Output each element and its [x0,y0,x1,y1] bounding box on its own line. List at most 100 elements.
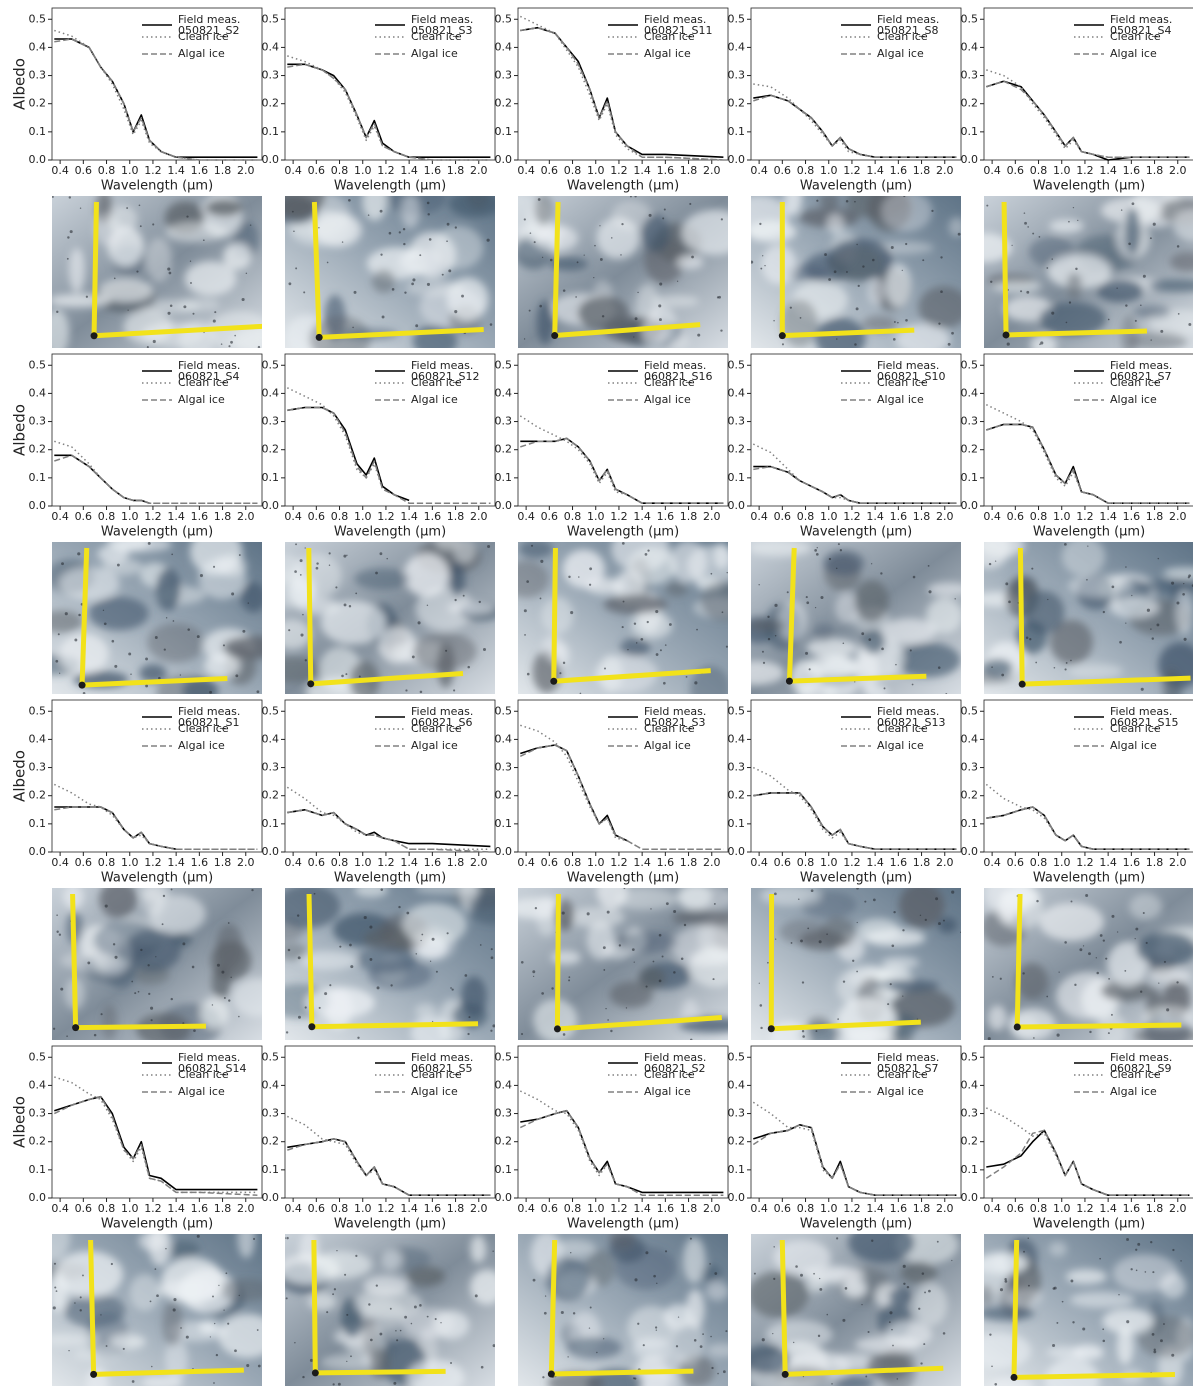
debris [58,933,62,936]
series-line [752,1124,957,1196]
legend-label: Algal ice [644,393,691,406]
debris [1125,566,1127,568]
legend-sample: 060821_S2 [644,1062,705,1075]
debris [1089,1030,1092,1034]
debris [603,1338,605,1340]
x-tick-label: 0.8 [797,1202,815,1215]
chart: 0.00.10.20.30.40.50.4 0.6 0.8 1.0 1.2 1.4 1.6 1… [728,1045,962,1232]
debris [520,1033,524,1036]
x-tick-label: 1.2 [843,1202,861,1215]
series-line [519,1090,724,1196]
series-line [286,387,491,504]
y-tick-label: 0.2 [961,97,979,110]
ice-blob [1007,1288,1043,1306]
series-line [54,1076,258,1194]
legend-label: Algal ice [1110,47,1157,60]
debris [193,1029,196,1032]
debris [691,255,694,259]
debris [751,260,754,264]
debris [1183,637,1187,641]
legend-label: Algal ice [178,1085,225,1098]
ice-blob [435,542,461,551]
debris [74,638,78,642]
ice-blob [984,542,1025,558]
debris [999,977,1002,980]
debris [621,223,624,226]
debris [954,598,956,600]
debris [147,542,151,545]
ice-blob [107,542,150,553]
debris [867,1330,870,1334]
x-tick-label: 1.4 [167,1202,185,1215]
legend-label: Algal ice [877,1085,924,1098]
ruler-joint [307,680,315,688]
x-tick-label: 1.0 [1053,510,1071,523]
debris [924,1291,926,1294]
debris [810,889,814,893]
debris [988,562,992,566]
photo [984,542,1193,694]
legend-sample: 060821_S4 [178,370,239,383]
debris [79,207,82,209]
chart: 0.00.10.20.30.40.50.4 0.6 0.8 1.0 1.2 1.4 1.6 1… [262,699,496,886]
debris [991,666,993,668]
y-tick-label: 0.2 [961,443,979,456]
series-line [753,465,957,504]
debris [532,1278,536,1282]
photo-content [52,542,262,694]
ice-blob [1030,334,1057,348]
debris [568,979,571,982]
x-tick-label: 2.0 [470,1202,488,1215]
debris [842,642,845,645]
ice-blob [862,315,897,332]
debris [694,681,698,685]
x-tick-label: 1.6 [191,1202,209,1215]
debris [1176,601,1180,605]
debris [862,265,865,268]
ice-blob [178,297,221,312]
debris [128,652,132,656]
y-tick-label: 0.4 [262,386,280,399]
debris [588,583,592,586]
y-tick-label: 0.1 [961,125,979,138]
debris [415,953,418,955]
debris [603,969,606,971]
debris [1130,1268,1133,1271]
x-tick-label: 0.4 [51,164,69,177]
y-tick-label: 0.5 [262,1050,280,1063]
debris [285,1237,286,1239]
debris [870,563,873,565]
series-line [54,38,258,158]
x-tick-label: 0.4 [750,164,768,177]
debris [429,960,432,962]
x-axis-label: Wavelength (μm) [567,871,679,886]
photo [518,542,728,694]
series-line [519,744,724,850]
x-axis-label: Wavelength (μm) [334,179,446,194]
debris [415,324,419,328]
ice-blob [751,220,797,243]
y-tick-label: 0.1 [495,817,513,830]
debris [349,943,352,947]
y-tick-label: 0.0 [495,499,513,512]
debris [896,1378,899,1380]
ruler [548,1239,558,1375]
ice-blob [997,889,1018,924]
x-tick-label: 1.8 [447,164,465,177]
ice-blob [99,888,137,919]
debris [646,620,649,624]
debris [601,315,605,318]
ice-blob [535,895,558,937]
debris [379,1332,383,1336]
ice-blob [815,317,866,348]
y-tick-label: 0.4 [29,1078,47,1091]
series-line [985,1107,1190,1196]
debris [912,575,916,579]
y-tick-label: 0.2 [262,1135,280,1148]
x-tick-label: 0.8 [331,510,349,523]
debris [865,1375,868,1378]
x-tick-label: 0.4 [284,856,302,869]
chart: 0.00.10.20.30.40.50.4 0.6 0.8 1.0 1.2 1.4 1.6 1… [11,1045,263,1232]
debris [313,892,316,895]
ice-blob [371,269,396,293]
